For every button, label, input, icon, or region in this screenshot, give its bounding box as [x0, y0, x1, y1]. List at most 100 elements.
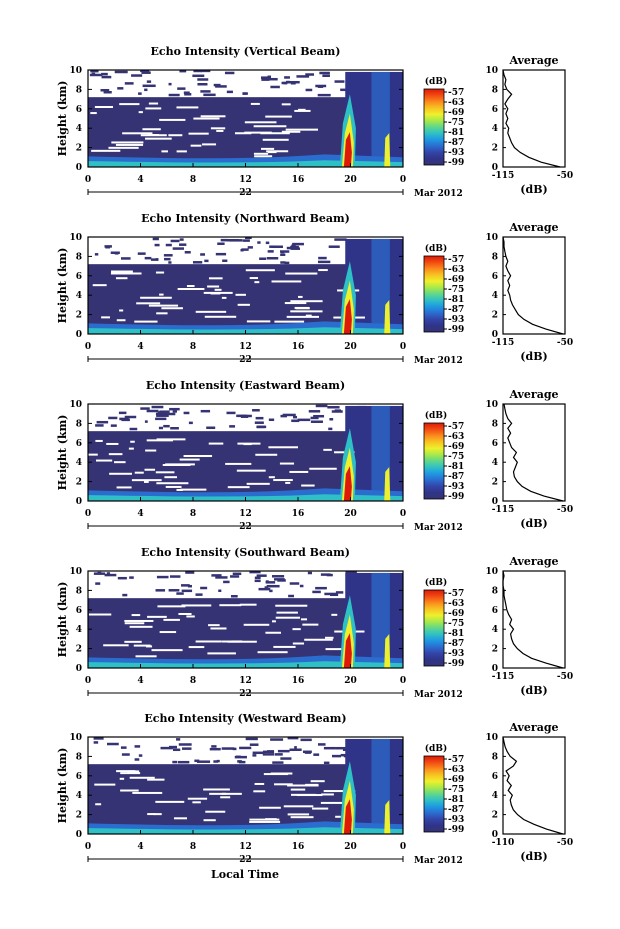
date-label: Mar 2012 [414, 356, 463, 366]
echo-speck [159, 410, 170, 413]
echo-speck [157, 411, 163, 414]
echo-speck [89, 73, 103, 77]
data-gap [94, 106, 114, 109]
data-gap [130, 440, 135, 443]
data-gap [126, 770, 140, 773]
echo-speck [256, 574, 267, 577]
echo-speck [300, 738, 312, 742]
panel-1: Echo Intensity (Vertical Beam)0246810Hei… [56, 45, 573, 199]
echo-speck [223, 580, 230, 584]
avg-y-tick-label: 8 [492, 85, 498, 95]
echo-speck [101, 72, 108, 76]
data-gap [287, 784, 319, 787]
echo-speck [158, 426, 163, 430]
x-tick-label: 0 [85, 509, 91, 519]
echo-speck [284, 76, 290, 79]
panel-title: Echo Intensity (Westward Beam) [144, 712, 346, 725]
echo-speck [259, 257, 267, 260]
echo-speck [169, 407, 180, 411]
data-gap [292, 628, 301, 631]
date-label: Mar 2012 [414, 690, 463, 700]
echo-speck [142, 84, 156, 88]
convective-secondary [384, 133, 391, 167]
data-gap [321, 793, 334, 796]
echo-speck [280, 253, 286, 256]
echo-speck [281, 81, 288, 85]
colorbar-tick-label: -57 [448, 422, 464, 432]
data-gap [274, 320, 305, 323]
colorbar-tick-label: -93 [448, 815, 464, 825]
colorbar-tick-label: -87 [448, 305, 464, 315]
echo-speck [323, 746, 336, 750]
echo-speck [140, 69, 150, 73]
data-gap [129, 776, 155, 779]
data-gap [192, 801, 201, 804]
colorbar [423, 422, 445, 500]
data-gap [225, 462, 252, 465]
echo-speck [220, 238, 228, 242]
data-gap [94, 783, 116, 786]
data-gap [186, 615, 195, 618]
echo-speck [289, 748, 295, 752]
data-gap [300, 618, 308, 621]
data-gap [292, 642, 305, 645]
echo-speck [264, 586, 269, 589]
data-gap [195, 310, 227, 313]
data-gap [318, 269, 328, 272]
data-gap [255, 453, 278, 456]
panel-title: Echo Intensity (Southward Beam) [141, 546, 350, 559]
echo-speck [255, 416, 264, 420]
echo-speck [226, 90, 233, 94]
data-gap [210, 627, 227, 630]
echo-speck [293, 415, 298, 419]
avg-y-tick-label: 2 [492, 645, 498, 655]
avg-y-tick-label: 0 [492, 497, 498, 507]
y-tick-label: 8 [76, 419, 82, 429]
colorbar-tick-label: -75 [448, 118, 464, 128]
echo-speck [267, 77, 278, 81]
data-gap [116, 770, 136, 773]
echo-speck [331, 410, 343, 413]
data-gap [290, 300, 323, 303]
echo-speck [313, 414, 325, 418]
colorbar-unit: (dB) [425, 577, 447, 588]
data-gap [249, 277, 259, 280]
echo-speck [294, 746, 297, 749]
echo-speck [196, 760, 211, 763]
y-tick-label: 8 [76, 252, 82, 262]
data-gap [260, 147, 275, 150]
echo-speck [177, 87, 186, 90]
echo-speck [138, 754, 143, 757]
echo-speck [187, 584, 192, 588]
echo-speck [213, 83, 221, 87]
data-gap [239, 603, 257, 606]
y-tick-label: 0 [76, 163, 82, 173]
echo-speck [101, 75, 112, 79]
data-gap [140, 134, 167, 137]
x-tick-label: 12 [239, 175, 252, 185]
echo-speck [200, 90, 211, 93]
echo-speck [200, 253, 206, 256]
data-gap [221, 296, 227, 299]
avg-profile-line [502, 236, 564, 335]
data-gap [136, 302, 161, 305]
data-gap [208, 277, 223, 280]
echo-speck [144, 256, 152, 260]
echo-speck [249, 743, 259, 746]
data-gap [281, 103, 291, 106]
data-gap [205, 810, 226, 813]
avg-y-tick-label: 2 [492, 811, 498, 821]
data-gap [253, 152, 269, 155]
data-gap [177, 287, 205, 290]
y-tick-label: 6 [76, 772, 82, 782]
data-gap [244, 121, 277, 124]
avg-x-tick-label: -50 [557, 672, 573, 682]
y-tick-label: 8 [76, 586, 82, 596]
y-tick-label: 0 [76, 330, 82, 340]
data-gap [268, 446, 299, 449]
data-gap [153, 813, 162, 816]
data-gap [214, 288, 222, 291]
avg-y-tick-label: 10 [485, 733, 498, 743]
x-tick-label: 20 [344, 342, 357, 352]
avg-x-tick-label: -50 [557, 171, 573, 181]
